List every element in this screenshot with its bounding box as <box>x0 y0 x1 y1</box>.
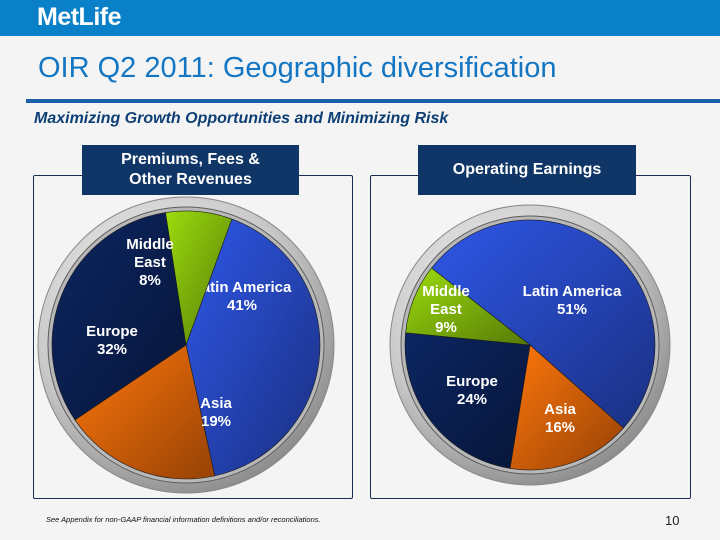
pie-slice-europe <box>51 212 187 421</box>
slice-label-middle-east: Middle East 9% <box>422 283 470 336</box>
pie-chart-2: Latin America 51% Asia 16% Europe 24% Middle Ea… <box>389 204 671 486</box>
left-panel-header: Premiums, Fees & Other Revenues <box>82 145 299 195</box>
slice-label-middle-east: Middle East 8% <box>126 236 174 289</box>
right-panel-header: Operating Earnings <box>418 145 636 195</box>
pie-slice-asia <box>509 344 624 471</box>
left-panel-title-line-2: Other Revenues <box>129 171 252 188</box>
metlife-logo: MetLife <box>37 3 122 31</box>
page-number: 10 <box>665 513 680 528</box>
slice-label-latin-america: Latin America 51% <box>523 283 622 318</box>
slide-subtitle: Maximizing Growth Opportunities and Mini… <box>34 110 449 127</box>
slice-label-asia: Asia 16% <box>544 401 576 436</box>
pie-chart-1: Latin America 41% Asia 19% Europe 32% Middle Ea… <box>37 196 335 494</box>
pie-slice-middle-east <box>405 267 531 346</box>
title-divider <box>26 99 720 103</box>
slice-label-latin-america: Latin America 41% <box>193 279 292 314</box>
pie-slice-asia <box>74 344 216 480</box>
pie-slice-latin-america <box>185 218 321 477</box>
pie-slice-latin-america <box>431 219 656 429</box>
slice-label-asia: Asia 19% <box>200 395 232 430</box>
left-panel-title-line-1: Premiums, Fees & <box>121 151 260 168</box>
pie-slice-middle-east <box>165 210 233 346</box>
slice-label-europe: Europe 32% <box>86 323 138 358</box>
right-panel-title: Operating Earnings <box>452 161 602 178</box>
slice-label-europe: Europe 24% <box>446 373 498 408</box>
slide-title: OIR Q2 2011: Geographic diversification <box>38 52 557 84</box>
footnote: See Appendix for non-GAAP financial info… <box>46 515 321 524</box>
pie-slice-europe <box>404 332 531 469</box>
top-banner: MetLife <box>0 0 720 36</box>
